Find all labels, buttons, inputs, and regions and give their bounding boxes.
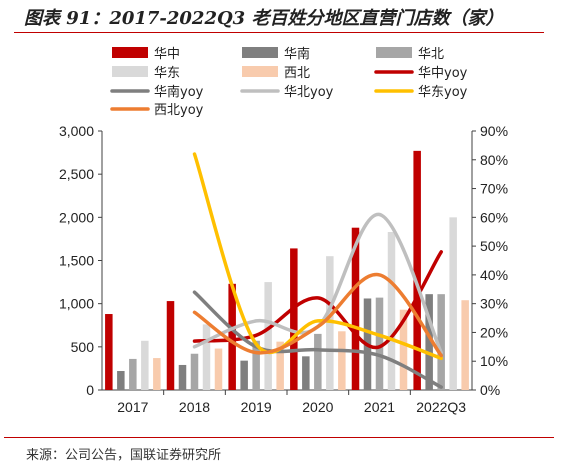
bar-华中-2018 [166, 301, 175, 390]
figure-title: 图表 91：2017-2022Q3 老百姓分地区直营门店数（家） [24, 8, 504, 29]
x-tick-label: 2020 [302, 399, 333, 415]
legend-item-华东yoy: 华东yoy [374, 85, 468, 100]
legend-label: 华东 [154, 66, 180, 81]
bar-华北-2017 [129, 358, 137, 390]
legend-item-华南: 华南 [242, 46, 310, 62]
bar-华东-2021 [387, 232, 396, 390]
bar-华东-2019 [264, 282, 272, 390]
legend-label: 华南yoy [154, 84, 204, 100]
title-divider [14, 32, 544, 33]
yoy-lines [192, 152, 443, 389]
legend-label: 华中 [154, 47, 180, 62]
right-tick-label: 30% [480, 296, 508, 312]
bar-华南-2018 [178, 364, 187, 390]
line-华东yoy [192, 152, 443, 361]
bar-华东-2022Q3 [449, 217, 457, 390]
legend-swatch [112, 47, 148, 58]
right-tick-label: 90% [480, 123, 508, 139]
legend-label: 西北 [284, 66, 310, 81]
bar-西北-2018 [214, 348, 223, 390]
left-tick-label: 500 [71, 339, 95, 355]
line-华中yoy [192, 250, 443, 350]
bars [105, 150, 469, 390]
bar-西北-2019 [276, 341, 284, 390]
legend-item-华中: 华中 [112, 47, 180, 62]
bar-华东-2018 [202, 324, 211, 390]
x-tick-label: 2017 [117, 399, 148, 415]
legend-item-西北: 西北 [242, 66, 310, 81]
legend-item-华北yoy: 华北yoy [240, 85, 334, 100]
x-tick-label: 2019 [241, 399, 272, 415]
legend-label: 华南 [284, 46, 310, 62]
left-tick-label: 3,000 [59, 123, 94, 139]
legend-item-西北yoy: 西北yoy [110, 103, 204, 118]
bar-华中-2019 [228, 283, 236, 390]
x-tick-label: 2021 [364, 399, 395, 415]
line-西北yoy [192, 273, 443, 358]
legend-label: 西北yoy [154, 103, 204, 118]
bar-华中-2017 [105, 314, 113, 390]
bar-华东-2017 [141, 340, 149, 390]
right-tick-label: 60% [480, 209, 508, 225]
bar-华北-2019 [252, 340, 260, 390]
legend-swatch [242, 47, 278, 58]
left-tick-label: 1,000 [59, 296, 94, 312]
legend-label: 华中yoy [418, 66, 468, 81]
bar-华南-2020 [302, 356, 310, 390]
right-tick-label: 80% [480, 152, 508, 168]
line-华北yoy [192, 212, 443, 355]
source-divider [4, 437, 554, 438]
left-tick-label: 0 [86, 382, 94, 398]
left-tick-label: 2,500 [59, 166, 94, 182]
bar-华东-2020 [326, 256, 334, 390]
bar-华中-2021 [351, 227, 360, 390]
bar-西北-2020 [338, 331, 346, 390]
bar-华北-2022Q3 [437, 294, 445, 390]
legend-item-华南yoy: 华南yoy [110, 84, 204, 100]
right-tick-label: 70% [480, 181, 508, 197]
source-note: 来源：公司公告，国联证券研究所 [26, 448, 222, 463]
legend-swatch [376, 47, 412, 58]
bar-华北-2021 [375, 297, 384, 390]
bar-西北-2017 [153, 358, 161, 390]
x-tick-label: 2022Q3 [416, 399, 466, 415]
legend-swatch [242, 66, 278, 77]
bar-华北-2020 [314, 333, 322, 390]
bar-华北-2018 [190, 353, 199, 390]
legend-item-华中yoy: 华中yoy [374, 66, 468, 81]
left-tick-label: 2,000 [59, 209, 94, 225]
right-tick-label: 40% [480, 267, 508, 283]
axes: 0 500 1,000 1,500 2,000 2,500 3,000 0% 10% 20% 30%… [59, 123, 508, 415]
bar-华南-2022Q3 [425, 294, 433, 390]
legend-label: 华东yoy [418, 85, 468, 100]
legend-label: 华北yoy [284, 85, 334, 100]
legend-swatch [112, 66, 148, 77]
legend-item-华北: 华北 [376, 47, 444, 62]
bar-华南-2017 [117, 371, 125, 390]
right-tick-label: 0% [480, 382, 500, 398]
legend-label: 华北 [418, 47, 444, 62]
bar-华中-2022Q3 [413, 150, 421, 390]
right-tick-label: 50% [480, 238, 508, 254]
bar-西北-2022Q3 [461, 300, 469, 390]
bar-西北-2021 [399, 309, 408, 390]
x-tick-label: 2018 [179, 399, 210, 415]
legend-item-华东: 华东 [112, 66, 180, 81]
bar-华南-2019 [240, 360, 248, 390]
bar-华中-2020 [290, 248, 298, 390]
right-tick-label: 10% [480, 353, 508, 369]
right-tick-label: 20% [480, 324, 508, 340]
left-tick-label: 1,500 [59, 253, 94, 269]
